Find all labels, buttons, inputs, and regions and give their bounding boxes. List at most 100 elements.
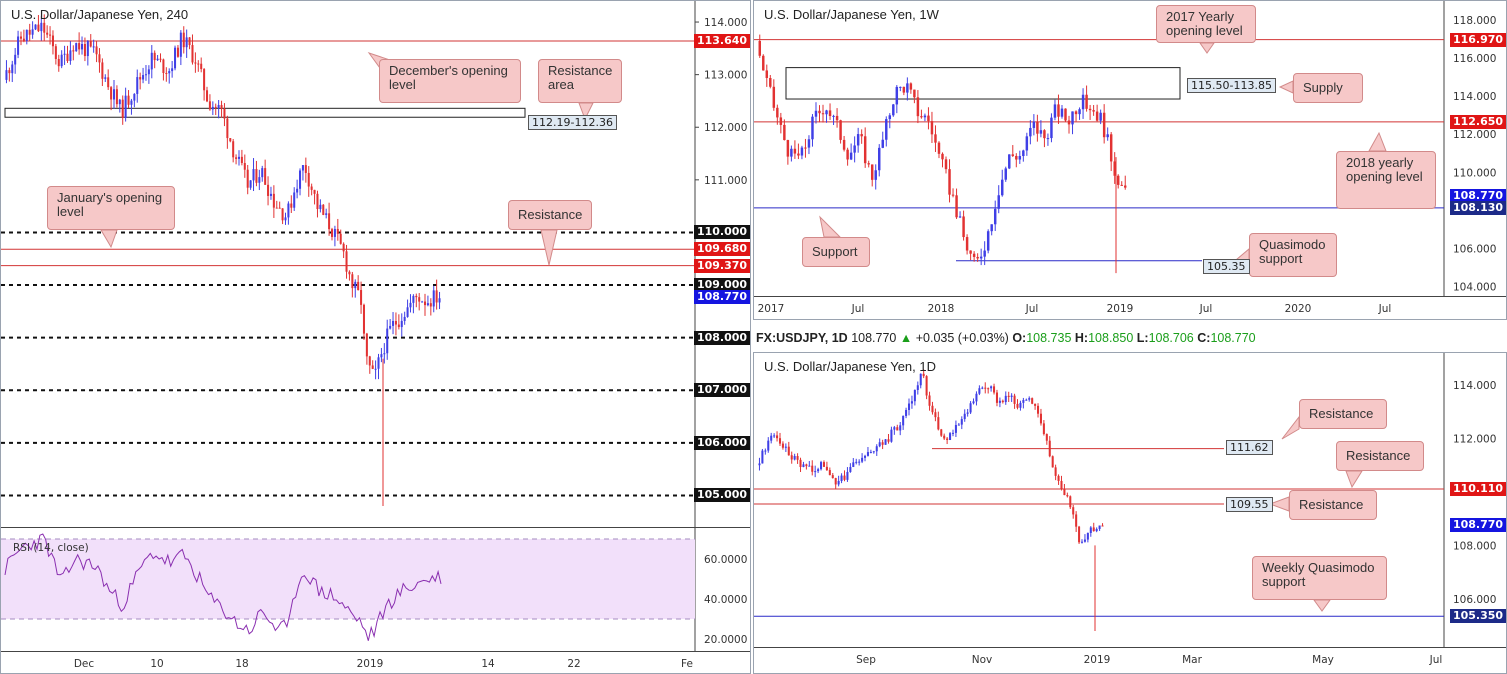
d1-candle (1101, 525, 1104, 527)
d1-candle (975, 393, 978, 402)
price-label-red: 112.650 (1450, 114, 1506, 129)
d1-candle (787, 446, 790, 456)
h4-candle (299, 170, 302, 189)
w1-candle (790, 148, 793, 157)
w1-candle (804, 147, 807, 149)
d1-candle (846, 471, 849, 480)
h4-candle (191, 45, 194, 63)
h4-candle (426, 303, 429, 306)
w1-candle (1046, 138, 1050, 140)
d1-candle (866, 452, 869, 456)
h4-rsi-tick: 40.0000 (704, 594, 747, 606)
d1-candle (1048, 440, 1051, 457)
w1-chart-canvas[interactable]: 118.000116.000114.000112.000110.000108.0… (754, 1, 1507, 320)
h4-rsi-band (1, 539, 695, 619)
w1-candle (972, 253, 976, 257)
d1-candle (878, 442, 881, 447)
d1-chart-canvas[interactable]: 114.000112.000110.000108.000106.000SepNo… (754, 353, 1507, 674)
d1-candle (910, 401, 913, 404)
d1-candle (957, 424, 960, 426)
d1-candle (834, 478, 837, 485)
h4-time-tick: 2019 (357, 658, 384, 670)
d1-pointer-weekly-qm (1313, 599, 1331, 612)
w1-candle (920, 116, 923, 118)
chart-panel-w1[interactable]: 118.000116.000114.000112.000110.000108.0… (753, 0, 1507, 320)
d1-candle (887, 439, 890, 442)
h4-candle (435, 290, 438, 303)
h4-rsi-line (4, 533, 442, 641)
h4-candle (150, 52, 153, 70)
d1-time-tick: Mar (1182, 654, 1202, 666)
h4-candle (310, 186, 313, 190)
w1-candle (758, 40, 761, 56)
h4-candle (86, 41, 89, 57)
ohlc-close: 108.770 (1210, 331, 1256, 345)
h4-candle (34, 24, 37, 30)
w1-candle (1081, 94, 1085, 110)
d1-candle (1025, 399, 1028, 401)
w1-candle (1085, 94, 1088, 109)
w1-time-tick: 2019 (1107, 303, 1134, 315)
w1-candle (1071, 111, 1074, 125)
h4-chart-canvas[interactable]: 114.000 113.000 112.000 111.000 110.000 109.0… (1, 1, 751, 674)
w1-price-tick: 118.000 (1453, 15, 1496, 27)
h4-candle (229, 138, 232, 142)
w1-candle (899, 86, 902, 88)
h4-candle (147, 69, 150, 75)
h4-candle (171, 68, 174, 72)
annotation-resistance-1: Resistance (1299, 399, 1387, 429)
h4-candle (133, 93, 136, 101)
h4-candle (112, 89, 116, 100)
w1-candle (863, 136, 867, 164)
h4-candle (31, 29, 34, 35)
d1-pointer-r2 (1345, 470, 1363, 489)
w1-candle (807, 139, 811, 148)
zone-label-112-19: 112.19-112.36 (528, 115, 617, 130)
w1-candle (916, 97, 920, 117)
w1-candle (1099, 112, 1102, 121)
d1-candle (1001, 400, 1004, 403)
h4-candle (400, 320, 403, 328)
d1-candle (796, 456, 799, 460)
h4-resistance-zone (4, 107, 526, 118)
chart-panel-h4[interactable]: 114.000 113.000 112.000 111.000 110.000 109.0… (0, 0, 751, 674)
chart-panel-d1[interactable]: 114.000112.000110.000108.000106.000SepNo… (753, 352, 1507, 674)
h4-candle (267, 184, 270, 196)
w1-candle (986, 231, 990, 251)
ohlc-low: 108.706 (1148, 331, 1194, 345)
w1-candle (832, 115, 835, 117)
d1-candle (863, 455, 867, 458)
d1-candle (802, 464, 805, 468)
h4-candle (243, 163, 246, 170)
h4-time-tick: 10 (150, 658, 163, 670)
w1-candle (1102, 112, 1106, 138)
w1-candle (867, 163, 870, 165)
h4-candle (357, 281, 360, 291)
d1-candle (1042, 423, 1045, 435)
d1-candle (1039, 413, 1042, 424)
h4-candle (377, 357, 380, 369)
annotation-resistance-2: Resistance (1336, 441, 1424, 471)
h4-candle (409, 302, 412, 308)
d1-time-tick: Jul (1429, 654, 1443, 666)
h4-candle (54, 46, 57, 59)
d1-candle (1051, 456, 1054, 468)
h4-candle (217, 105, 220, 108)
h4-candle (278, 207, 281, 209)
price-label-red: 109.370 (694, 258, 750, 273)
d1-candle (805, 464, 808, 467)
w1-candle (1109, 134, 1113, 162)
h4-pointer-zone (578, 102, 594, 121)
h4-candle (92, 46, 95, 48)
w1-candle (818, 110, 821, 114)
w1-candle (969, 250, 972, 254)
h4-candle (368, 356, 371, 366)
h4-candle (144, 74, 147, 76)
w1-candle (853, 145, 856, 153)
w1-candle (821, 113, 825, 115)
h4-candle (269, 193, 272, 196)
w1-candle (828, 110, 832, 117)
w1-candle (1043, 130, 1046, 139)
w1-candle (786, 140, 790, 157)
w1-candle (913, 89, 916, 98)
